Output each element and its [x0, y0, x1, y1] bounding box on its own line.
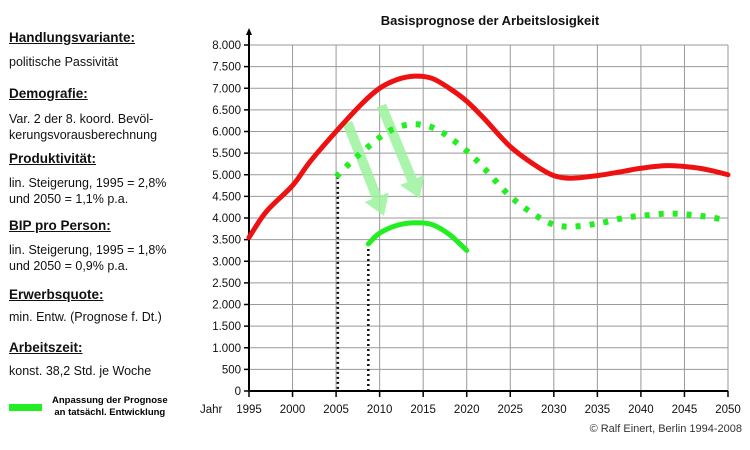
x-tick-label: 2010 [367, 404, 393, 416]
sidebar-text: Var. 2 der 8. koord. Bevöl- [9, 112, 154, 126]
x-tick-label: 2035 [585, 404, 611, 416]
sidebar-text: min. Entw. (Prognose f. Dt.) [9, 310, 162, 324]
y-tick-label: 5.000 [212, 170, 241, 182]
sidebar-text: und 2050 = 0,9% p.a. [9, 259, 129, 273]
y-tick-label: 4.500 [212, 191, 241, 203]
x-tick-label: 2050 [715, 404, 741, 416]
y-tick-label: 6.500 [212, 105, 241, 117]
y-tick-label: 8.000 [212, 40, 241, 52]
sidebar-heading: Produktivität: [9, 151, 97, 166]
sidebar-text: konst. 38,2 Std. je Woche [9, 364, 152, 378]
y-tick-label: 2.000 [212, 300, 241, 312]
x-tick-label: 2020 [454, 404, 480, 416]
y-tick-label: 5.500 [212, 148, 241, 160]
sidebar-text: lin. Steigerung, 1995 = 2,8% [9, 176, 167, 190]
sidebar-text: kerungsvorausberechnung [9, 128, 158, 142]
y-tick-label: 4.000 [212, 213, 241, 225]
x-tick-label: 2040 [628, 404, 654, 416]
legend-swatch [9, 403, 42, 411]
x-tick-label: 2025 [497, 404, 523, 416]
sidebar-heading: Handlungsvariante: [9, 30, 136, 45]
sidebar-heading: Demografie: [9, 86, 88, 101]
x-axis-label: Jahr [200, 404, 223, 416]
y-tick-label: 1.000 [212, 343, 241, 355]
chart-title: Basisprognose der Arbeitslosigkeit [381, 13, 600, 28]
adjustment-arrow [376, 103, 425, 199]
y-axis-arrow [246, 28, 252, 35]
y-tick-label: 1.500 [212, 321, 241, 333]
sidebar-heading: Arbeitszeit: [9, 340, 83, 355]
copyright: © Ralf Einert, Berlin 1994-2008 [590, 423, 742, 435]
x-tick-label: 2030 [541, 404, 567, 416]
sidebar-heading: BIP pro Person: [9, 218, 111, 233]
x-tick-label: 2000 [280, 404, 306, 416]
y-tick-label: 2.500 [212, 278, 241, 290]
x-tick-label: 2045 [672, 404, 698, 416]
legend: Anpassung der Prognose an tatsächl. Entwi… [9, 395, 168, 419]
legend-label: Anpassung der Prognose [52, 395, 168, 406]
sidebar-text: und 2050 = 1,1% p.a. [9, 192, 129, 206]
y-tick-label: 7.500 [212, 62, 241, 74]
sidebar-text: politische Passivität [9, 55, 119, 69]
y-tick-label: 3.500 [212, 235, 241, 247]
x-tick-label: 1995 [236, 404, 262, 416]
x-tick-label: 2005 [323, 404, 349, 416]
y-tick-label: 7.000 [212, 83, 241, 95]
x-tick-label: 2015 [410, 404, 436, 416]
sidebar-text: lin. Steigerung, 1995 = 1,8% [9, 243, 167, 257]
y-tick-label: 3.000 [212, 256, 241, 268]
adjustment-arrow [342, 121, 389, 216]
sidebar-heading: Erwerbsquote: [9, 287, 104, 302]
y-tick-label: 0 [235, 386, 241, 398]
series-line-0 [246, 73, 731, 240]
y-tick-label: 6.000 [212, 127, 241, 139]
y-tick-label: 500 [222, 364, 241, 376]
legend-label: an tatsächl. Entwicklung [54, 407, 166, 418]
series-line-2 [365, 220, 470, 253]
